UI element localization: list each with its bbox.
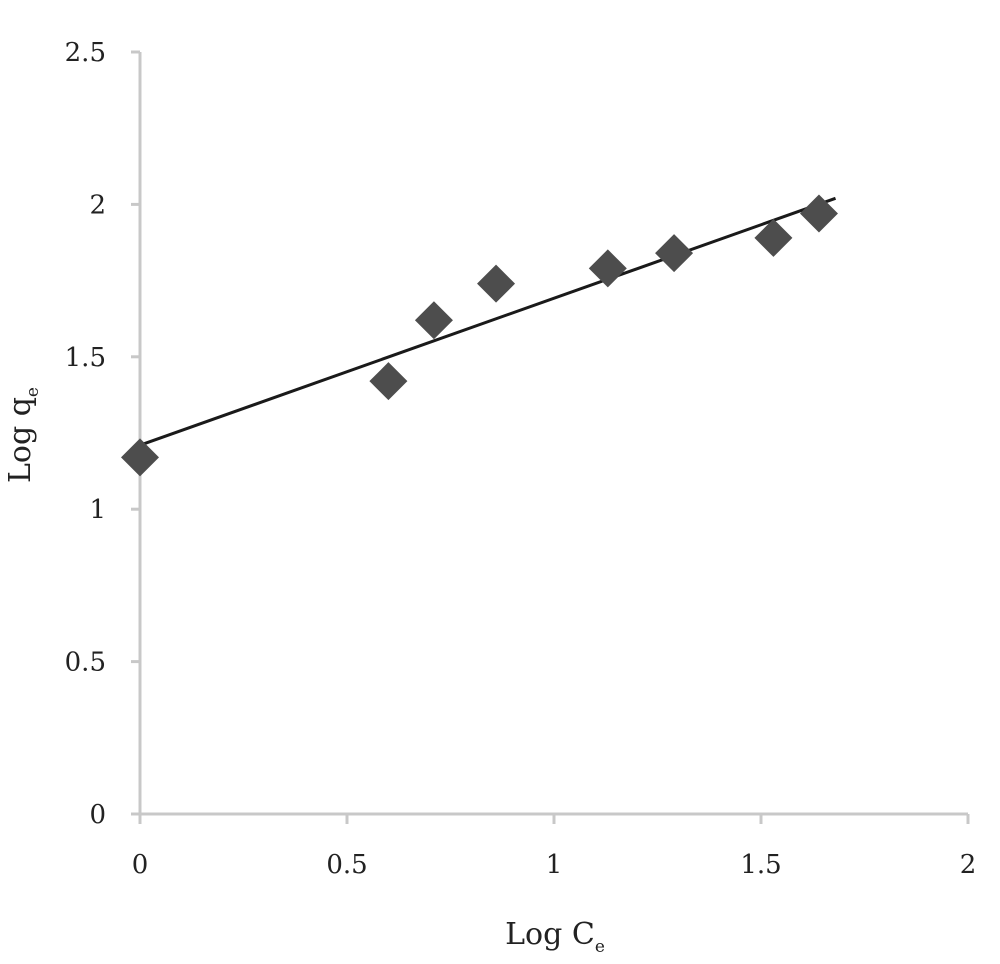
data-point	[754, 218, 793, 257]
data-point	[799, 194, 838, 233]
data-point	[588, 249, 627, 288]
y-axis-label: Log qe	[3, 387, 43, 483]
x-tick-label: 1	[546, 850, 563, 880]
y-tick-label: 0	[89, 800, 106, 830]
data-point	[655, 234, 694, 273]
x-ticks: 0 0.5 1 1.5 2	[132, 814, 977, 880]
x-axis-label-subscript: e	[595, 937, 605, 957]
y-tick-label: 1.5	[65, 343, 106, 373]
y-tick-label: 0.5	[65, 648, 106, 678]
y-tick-label: 2	[89, 190, 106, 220]
trendline	[139, 196, 837, 447]
data-point	[121, 438, 159, 477]
data-point	[369, 362, 408, 401]
y-ticks: 0 0.5 1 1.5 2 2.5	[65, 38, 140, 830]
x-tick-label: 2	[960, 850, 977, 880]
data-points	[121, 194, 838, 477]
x-tick-label: 0	[132, 850, 149, 880]
x-axis-label-base: Log C	[505, 917, 595, 952]
axes	[138, 52, 968, 816]
x-axis-label: Log Ce	[505, 917, 605, 957]
y-axis-label-base: Log q	[3, 397, 38, 483]
data-point	[477, 264, 516, 303]
y-axis-label-subscript: e	[23, 387, 43, 397]
y-tick-label: 2.5	[65, 38, 106, 68]
data-point	[414, 301, 453, 340]
x-tick-label: 1.5	[740, 850, 781, 880]
y-tick-label: 1	[89, 495, 106, 525]
x-tick-label: 0.5	[326, 850, 367, 880]
